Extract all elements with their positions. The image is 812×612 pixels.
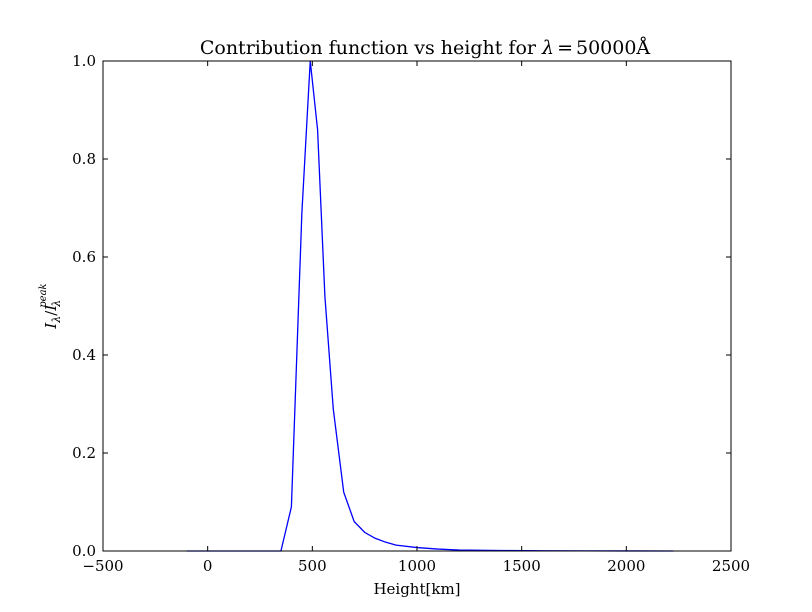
x-tick-label: 500 bbox=[298, 557, 327, 575]
y-label-sup2: peak bbox=[38, 283, 49, 307]
data-point bbox=[291, 506, 292, 507]
x-tick-label: 0 bbox=[203, 557, 213, 575]
x-tick-label: 2500 bbox=[712, 557, 750, 575]
y-label-sub2: λ bbox=[50, 300, 63, 308]
y-axis-ticks: 0.0 0.2 0.4 0.6 0.8 1.0 bbox=[72, 52, 731, 560]
y-label-I: I bbox=[42, 322, 60, 330]
y-label-sub: λ bbox=[50, 316, 63, 324]
data-point bbox=[333, 408, 334, 409]
y-tick-label: 0.8 bbox=[72, 150, 96, 168]
data-point bbox=[395, 545, 396, 546]
x-tick-label: 1000 bbox=[398, 557, 436, 575]
data-point bbox=[458, 549, 459, 550]
chart-title: Contribution function vs height for λ = 50… bbox=[200, 37, 651, 59]
y-tick-label: 0.0 bbox=[72, 542, 96, 560]
data-point bbox=[324, 296, 325, 297]
data-point bbox=[317, 129, 318, 130]
y-tick-label: 0.2 bbox=[72, 444, 96, 462]
x-tick-label: 1500 bbox=[503, 557, 541, 575]
x-tick-label: −500 bbox=[82, 557, 123, 575]
data-point bbox=[364, 532, 365, 533]
plot-area: −500 0 500 1000 1500 2000 2500 0.0 0.2 0.4 0.6 0.8… bbox=[72, 52, 750, 575]
chart-title-value: 50000Å bbox=[576, 37, 650, 59]
x-tick-label: 2000 bbox=[607, 557, 645, 575]
data-point bbox=[343, 492, 344, 493]
data-point bbox=[354, 521, 355, 522]
y-tick-label: 1.0 bbox=[72, 52, 96, 70]
y-label-I2: I bbox=[42, 304, 60, 312]
y-tick-label: 0.6 bbox=[72, 248, 96, 266]
chart-title-main: Contribution function vs height for bbox=[200, 37, 542, 59]
data-point bbox=[375, 538, 376, 539]
y-tick-label: 0.4 bbox=[72, 346, 96, 364]
data-point bbox=[437, 548, 438, 549]
x-axis-label: Height[km] bbox=[373, 580, 460, 598]
chart-title-lambda: λ bbox=[541, 37, 554, 59]
data-point bbox=[301, 212, 302, 213]
x-axis-ticks: −500 0 500 1000 1500 2000 2500 bbox=[82, 61, 750, 575]
y-label-slash: / bbox=[42, 310, 60, 316]
y-axis-label: Iλ/Iλpeak bbox=[38, 283, 63, 329]
data-point bbox=[385, 542, 386, 543]
chart-title-equals: = bbox=[557, 37, 573, 59]
